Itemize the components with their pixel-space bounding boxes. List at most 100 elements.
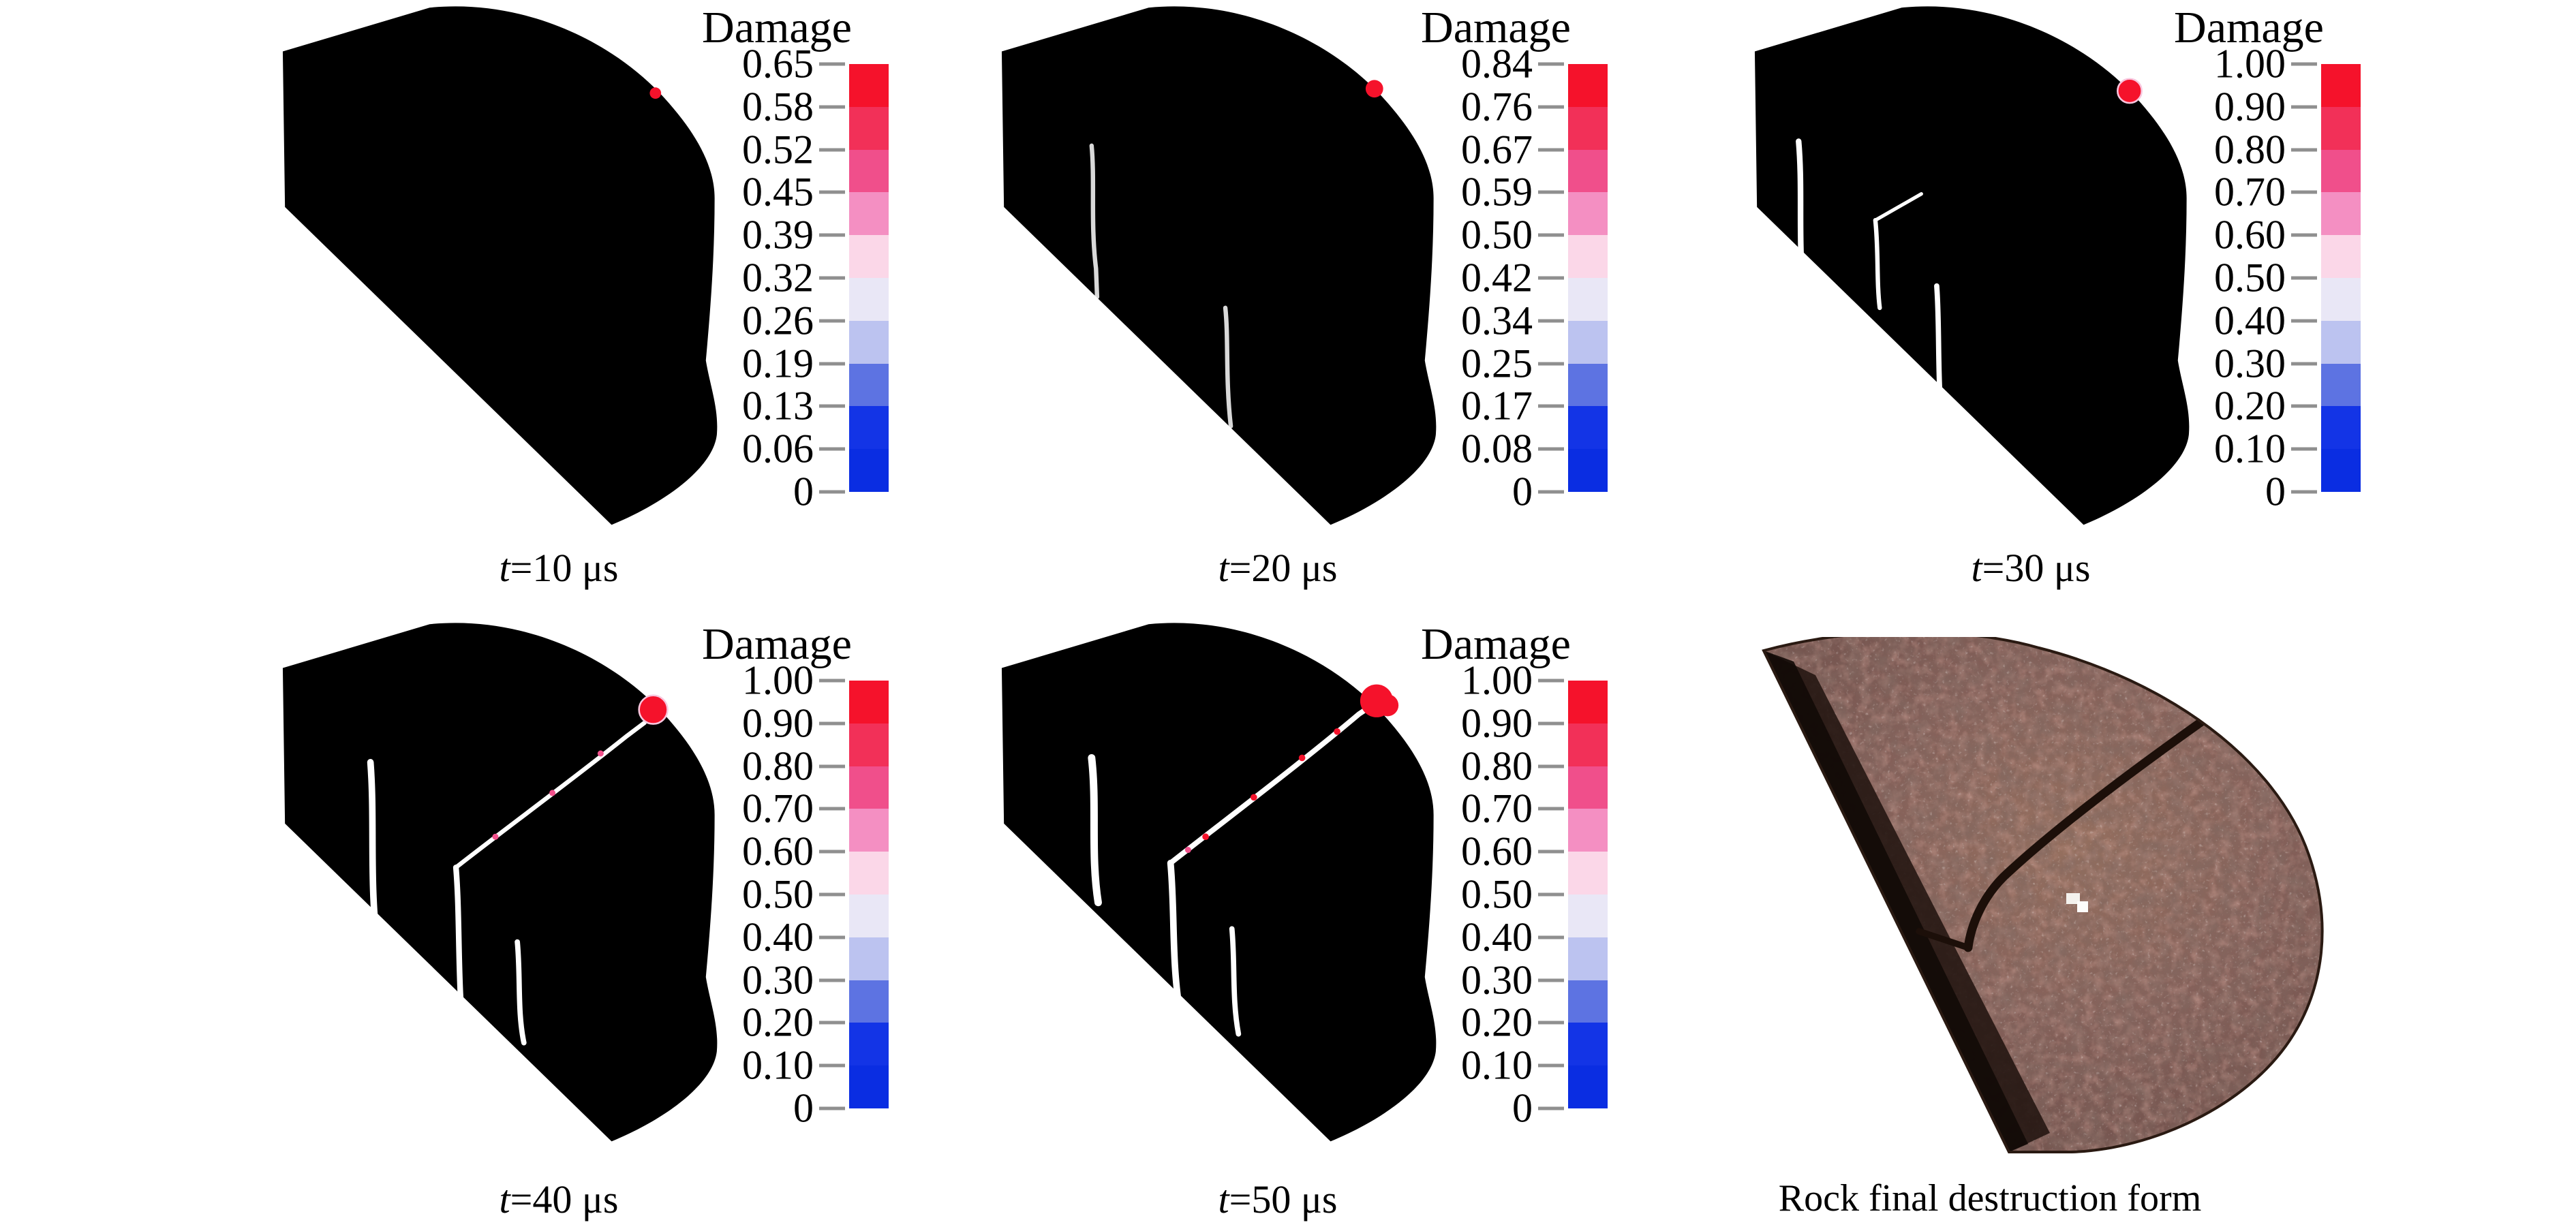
colorbar-segment	[1568, 723, 1608, 766]
colorbar-segment	[849, 235, 889, 278]
colorbar-segment	[849, 980, 889, 1023]
colorbar-tick-mark	[1538, 721, 1564, 726]
colorbar-tick-mark	[819, 679, 845, 683]
colorbar-segment	[849, 852, 889, 894]
damage-hotspot	[638, 694, 669, 725]
colorbar-tick-label: 1.00	[742, 657, 814, 703]
colorbar-tick-mark	[819, 362, 845, 366]
colorbar-segment	[2321, 235, 2361, 278]
panel-t20: Damage 0.84 0.76 0.67 0.59 0.50 0.42 0.34 0.25 0.…	[821, 0, 1612, 610]
colorbar-tick-mark	[1538, 1106, 1564, 1110]
colorbar-tick-label: 0.59	[1461, 169, 1533, 215]
colorbar-tick-mark	[2291, 233, 2317, 237]
colorbar-tick-label: 0	[1512, 469, 1533, 514]
colorbar-tick-label: 0.30	[742, 957, 814, 1003]
colorbar-segment	[1568, 106, 1608, 150]
time-value: =30 μs	[1982, 546, 2091, 590]
colorbar-tick-label: 0.20	[742, 999, 814, 1045]
time-value: =40 μs	[510, 1177, 619, 1222]
time-variable: t	[1218, 546, 1229, 590]
colorbar-tick-mark	[819, 404, 845, 408]
caption-t50: t=50 μs	[957, 1177, 1598, 1222]
colorbar-tick-label: 0.19	[742, 341, 814, 386]
colorbar-tick-mark	[1538, 148, 1564, 152]
colorbar-tick-mark	[1538, 105, 1564, 109]
colorbar-tick-mark	[819, 105, 845, 109]
colorbar-scale: 1.00 0.90 0.80 0.70 0.60 0.50 0.40 0.30 0.20 0.10…	[641, 658, 893, 1131]
colorbar-tick-mark	[2291, 105, 2317, 109]
damage-contour-t10	[282, 6, 718, 525]
colorbar-segment	[1568, 681, 1608, 724]
colorbar-tick-mark	[819, 319, 845, 323]
colorbar-tick-mark	[819, 1063, 845, 1068]
panel-t10: Damage 0.65 0.58 0.52 0.45 0.39 0.32 0.26 0.19 0.…	[102, 0, 893, 610]
colorbar-title: Damage	[702, 619, 852, 669]
colorbar-segment	[2321, 192, 2361, 236]
panel-t30: Damage 1.00 0.90 0.80 0.70 0.60 0.50 0.40 0.30 0.…	[1574, 0, 2365, 610]
colorbar-tick-label: 1.00	[1461, 657, 1533, 703]
caption-t20: t=20 μs	[957, 545, 1598, 591]
colorbar-segment	[849, 406, 889, 450]
colorbar-t10: Damage 0.65 0.58 0.52 0.45 0.39 0.32 0.26 0.19 0.…	[641, 4, 893, 514]
colorbar-scale: 1.00 0.90 0.80 0.70 0.60 0.50 0.40 0.30 0.20 0.10…	[1360, 658, 1612, 1131]
colorbar-tick-mark	[2291, 319, 2317, 323]
crack-lines	[367, 720, 647, 1051]
colorbar-tick-label: 0.70	[742, 785, 814, 831]
colorbar-segment	[849, 894, 889, 937]
colorbar-tick-mark	[1538, 276, 1564, 280]
colorbar-segment	[2321, 449, 2361, 492]
colorbar-tick-label: 0.80	[1461, 743, 1533, 789]
colorbar-segment	[1568, 192, 1608, 236]
colorbar-tick-mark	[2291, 362, 2317, 366]
colorbar-tick-label: 0.50	[742, 871, 814, 917]
colorbar-tick-label: 0.60	[742, 828, 814, 874]
colorbar-tick-mark	[2291, 148, 2317, 152]
colorbar-segment	[2321, 277, 2361, 321]
panel-t40: Damage 1.00 0.90 0.80 0.70 0.60 0.50 0.40 0.30 0.…	[102, 617, 893, 1226]
colorbar-t20: Damage 0.84 0.76 0.67 0.59 0.50 0.42 0.34 0.25 0.…	[1360, 3, 1612, 514]
colorbar-tick-mark	[819, 807, 845, 811]
rock-white-speck	[2066, 893, 2088, 912]
time-value: =50 μs	[1229, 1177, 1338, 1222]
colorbar-segment	[1568, 894, 1608, 937]
colorbar-tick-mark	[2291, 62, 2317, 66]
colorbar-segment	[1568, 64, 1608, 107]
colorbar-scale: 1.00 0.90 0.80 0.70 0.60 0.50 0.40 0.30 0.20 0.10…	[2113, 42, 2365, 514]
colorbar-tick-label: 0.30	[1461, 957, 1533, 1003]
colorbar-tick-mark	[819, 1021, 845, 1025]
colorbar-segment	[2321, 363, 2361, 407]
colorbar-tick-mark	[819, 850, 845, 854]
colorbar-scale: 0.84 0.76 0.67 0.59 0.50 0.42 0.34 0.25 0.17 0.08…	[1360, 42, 1612, 514]
colorbar-tick-label: 0.42	[1461, 255, 1533, 300]
rock-outline	[1762, 637, 2324, 1153]
colorbar-segment	[849, 937, 889, 980]
colorbar-t30: Damage 1.00 0.90 0.80 0.70 0.60 0.50 0.40 0.30 0.…	[2113, 4, 2365, 514]
colorbar-tick-label: 0.90	[2214, 84, 2286, 129]
colorbar-segment	[1568, 937, 1608, 980]
colorbar-segment	[849, 1065, 889, 1108]
colorbar-tick-mark	[1538, 850, 1564, 854]
colorbar-tick-label: 0.70	[2214, 169, 2286, 215]
colorbar-tick-mark	[1538, 935, 1564, 939]
colorbar-segment	[849, 320, 889, 364]
colorbar-tick-mark	[1538, 490, 1564, 494]
time-value: =20 μs	[1229, 546, 1338, 590]
colorbar-gradient-bar	[1568, 681, 1608, 1108]
colorbar-segment	[1568, 406, 1608, 450]
colorbar-segment	[1568, 363, 1608, 407]
colorbar-tick-mark	[819, 721, 845, 726]
caption-t40: t=40 μs	[239, 1177, 879, 1222]
colorbar-tick-label: 0.52	[742, 127, 814, 172]
colorbar-tick-label: 0	[793, 1085, 814, 1131]
colorbar-tick-label: 0.60	[2214, 212, 2286, 258]
colorbar-segment	[2321, 406, 2361, 450]
colorbar-tick-label: 0.40	[1461, 914, 1533, 960]
crack-lines	[1796, 138, 1946, 438]
colorbar-tick-label: 0.40	[2214, 298, 2286, 343]
colorbar-segment	[1568, 277, 1608, 321]
colorbar-tick-mark	[1538, 679, 1564, 683]
colorbar-tick-mark	[819, 935, 845, 939]
colorbar-segment	[1568, 235, 1608, 278]
colorbar-title: Damage	[1421, 3, 1571, 52]
